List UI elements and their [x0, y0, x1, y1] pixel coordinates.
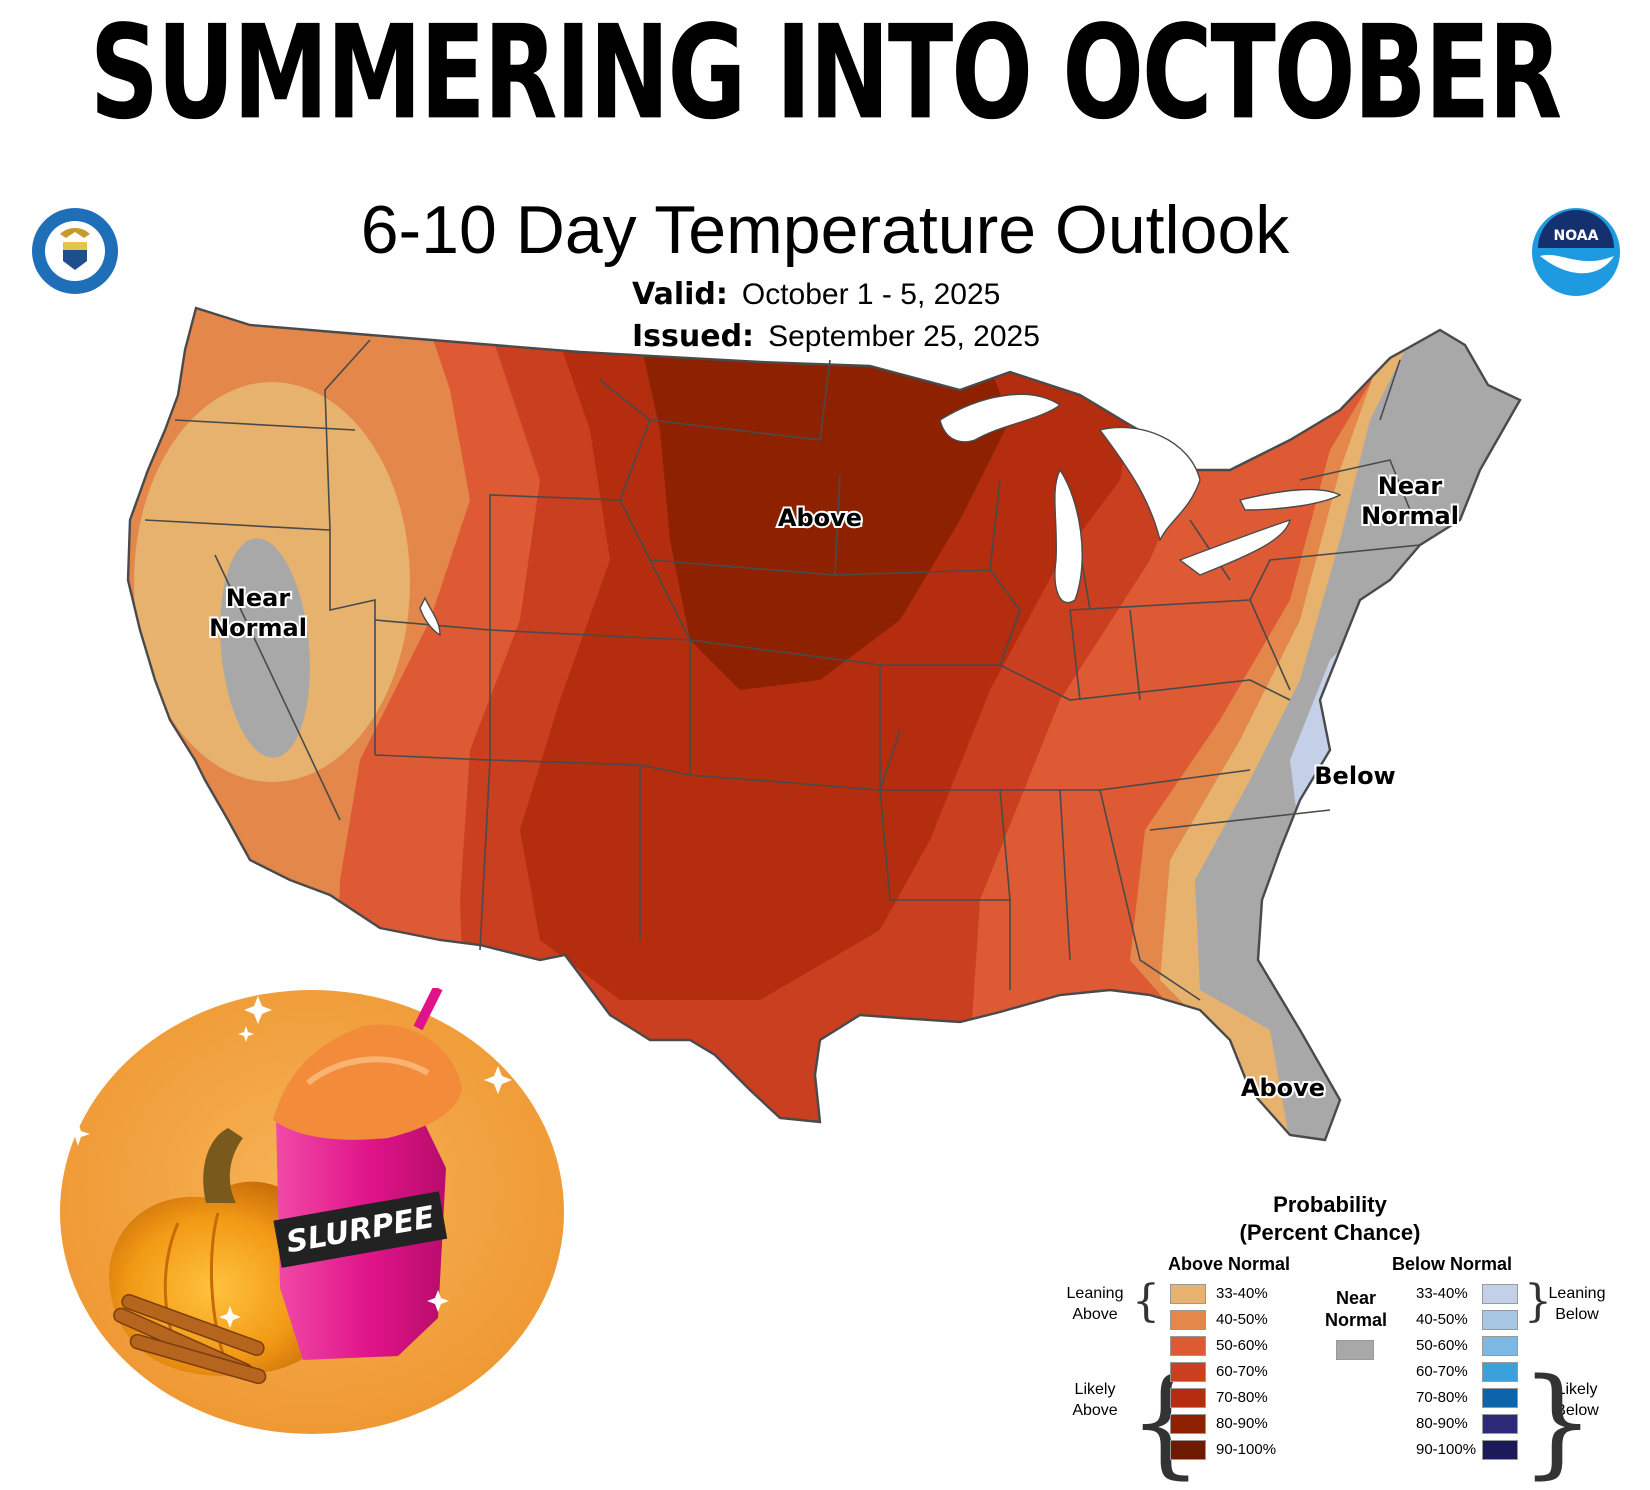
- label-near-west-line2: Normal: [209, 614, 307, 642]
- label-below-mid-atlantic: Below: [1314, 762, 1395, 790]
- near-normal-header-line1: Near: [1335, 1288, 1377, 1308]
- above-bin-label-6: 90-100%: [1216, 1441, 1277, 1458]
- likely-below-brace: }: [1520, 1352, 1596, 1490]
- headline: SUMMERING INTO OCTOBER: [89, 0, 1562, 149]
- slurpee-promo-image: SLURPEE: [60, 988, 564, 1434]
- map-title: 6-10 Day Temperature Outlook: [360, 192, 1290, 268]
- valid-value: October 1 - 5, 2025: [741, 278, 1001, 311]
- svg-text:NOAA: NOAA: [1554, 228, 1599, 244]
- leaning-below-brace: }: [1524, 1276, 1552, 1327]
- below-swatch-5: [1482, 1414, 1518, 1434]
- above-swatch-6: [1170, 1440, 1206, 1460]
- leaning-below-label: Leaning Below: [1542, 1284, 1612, 1326]
- label-near-northeast-line2: Normal: [1361, 502, 1459, 530]
- above-swatch-4: [1170, 1388, 1206, 1408]
- likely-above-line1: Likely: [1074, 1381, 1116, 1398]
- leaning-below-line2: Below: [1555, 1305, 1599, 1323]
- below-swatch-3: [1482, 1362, 1518, 1382]
- above-swatch-5: [1170, 1414, 1206, 1434]
- above-bin-label-5: 80-90%: [1216, 1415, 1268, 1432]
- likely-above-label: Likely Above: [1060, 1380, 1130, 1422]
- leaning-above-line1: Leaning: [1066, 1285, 1124, 1302]
- likely-below-label: Likely Below: [1542, 1380, 1612, 1422]
- below-swatch-4: [1482, 1388, 1518, 1408]
- below-normal-header: Below Normal: [1392, 1254, 1513, 1274]
- above-bin-label-0: 33-40%: [1216, 1285, 1268, 1302]
- below-bin-label-2: 50-60%: [1416, 1337, 1468, 1354]
- label-near-west-line1: Near: [226, 584, 291, 612]
- below-bin-label-1: 40-50%: [1416, 1311, 1468, 1328]
- above-swatch-0: [1170, 1284, 1206, 1304]
- valid-label: Valid:: [632, 277, 728, 312]
- issued-line: Issued: September 25, 2025: [632, 322, 1040, 352]
- probability-legend: Probability (Percent Chance) Above Norma…: [1040, 1180, 1620, 1480]
- commerce-seal-logo: [32, 208, 118, 294]
- above-swatch-1: [1170, 1310, 1206, 1330]
- leaning-above-label: Leaning Above: [1060, 1284, 1130, 1326]
- likely-above-line2: Above: [1072, 1401, 1118, 1419]
- label-above-florida: Above: [1241, 1074, 1325, 1102]
- below-swatch-0: [1482, 1284, 1518, 1304]
- near-normal-swatch: [1336, 1340, 1374, 1360]
- noaa-logo: NOAA: [1532, 208, 1620, 296]
- above-swatch-2: [1170, 1336, 1206, 1356]
- above-bin-label-1: 40-50%: [1216, 1311, 1268, 1328]
- below-swatch-2: [1482, 1336, 1518, 1356]
- legend-title-line2: (Percent Chance): [1239, 1220, 1421, 1245]
- above-bin-label-4: 70-80%: [1216, 1389, 1268, 1406]
- below-bin-label-4: 70-80%: [1416, 1389, 1468, 1406]
- below-bin-label-3: 60-70%: [1416, 1363, 1468, 1380]
- band-80-90-above: [640, 340, 1010, 690]
- above-swatch-3: [1170, 1362, 1206, 1382]
- issued-label: Issued:: [632, 319, 755, 354]
- valid-line: Valid: October 1 - 5, 2025: [632, 280, 1000, 310]
- below-bin-label-6: 90-100%: [1416, 1441, 1477, 1458]
- above-bin-label-3: 60-70%: [1216, 1363, 1268, 1380]
- near-normal-header-line2: Normal: [1324, 1310, 1387, 1330]
- issued-value: September 25, 2025: [768, 320, 1040, 353]
- above-bin-label-2: 50-60%: [1216, 1337, 1268, 1354]
- label-above-north-central: Above: [778, 504, 862, 532]
- above-normal-header: Above Normal: [1168, 1254, 1291, 1274]
- great-lakes: [419, 393, 1342, 637]
- leaning-below-line1: Leaning: [1548, 1285, 1606, 1302]
- below-swatch-6: [1482, 1440, 1518, 1460]
- below-swatch-1: [1482, 1310, 1518, 1330]
- likely-below-line1: Likely: [1556, 1381, 1598, 1398]
- likely-below-line2: Below: [1555, 1401, 1599, 1419]
- below-bin-label-0: 33-40%: [1416, 1285, 1468, 1302]
- near-normal-west: [220, 538, 310, 758]
- below-bin-label-5: 80-90%: [1416, 1415, 1468, 1432]
- legend-title-line1: Probability: [1273, 1192, 1387, 1217]
- leaning-above-line2: Above: [1072, 1305, 1118, 1323]
- leaning-above-brace: {: [1132, 1276, 1160, 1327]
- label-near-northeast-line1: Near: [1378, 472, 1443, 500]
